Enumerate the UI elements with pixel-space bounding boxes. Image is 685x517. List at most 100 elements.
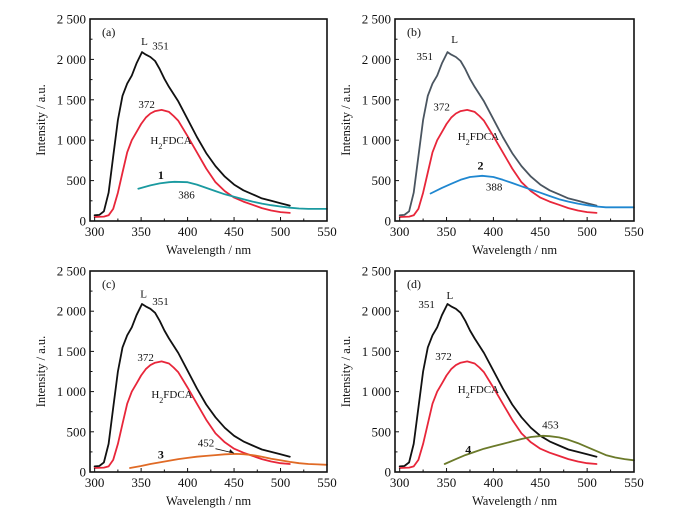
y-tick-label: 1 500 <box>57 344 86 359</box>
x-tick-label: 350 <box>437 475 457 490</box>
annotation-label: 452 <box>198 437 215 449</box>
annotation-label: 1 <box>158 168 164 182</box>
plot-frame <box>89 18 328 222</box>
x-tick-label: 300 <box>85 224 105 239</box>
x-tick-label: 500 <box>577 224 597 239</box>
series-line-2 <box>429 174 635 209</box>
x-tick-label: 500 <box>271 475 291 490</box>
y-tick-label: 500 <box>372 424 392 439</box>
x-tick-label: 300 <box>390 475 410 490</box>
x-tick-label: 550 <box>317 224 337 239</box>
series-line-l <box>398 303 598 468</box>
arrow-head-icon <box>229 449 235 454</box>
y-tick-label: 0 <box>80 465 87 480</box>
panel-c: 300 350 400 450 500 550 0 500 1 000 1 500 2 000 2 5… <box>34 264 337 509</box>
y-tick-label: 0 <box>385 465 392 480</box>
y-tick-label: 2 000 <box>57 52 86 67</box>
series-line-1 <box>137 180 328 210</box>
panel-label: (a) <box>102 25 115 39</box>
annotation-label: L <box>451 34 458 46</box>
annotation-label: 351 <box>417 51 434 63</box>
y-tick-label: 2 500 <box>57 264 86 279</box>
y-tick-label: 500 <box>67 424 87 439</box>
y-tick-label: 2 500 <box>362 264 391 279</box>
annotation-label: 3 <box>158 447 164 461</box>
series-line-h2fdca <box>398 360 598 469</box>
y-tick-label: 0 <box>385 214 392 229</box>
y-tick-label: 2 500 <box>362 12 391 27</box>
y-axis-title: Intensity / a.u. <box>34 336 48 408</box>
annotation-label: 351 <box>152 296 169 308</box>
x-tick-label: 300 <box>390 224 410 239</box>
annotation-label: 351 <box>152 41 169 53</box>
annotation-label: 388 <box>486 181 503 193</box>
series-line-h2fdca <box>93 109 291 218</box>
y-tick-label: 1 500 <box>57 92 86 107</box>
x-tick-label: 500 <box>271 224 291 239</box>
x-tick-label: 400 <box>484 224 504 239</box>
annotation-label: 4 <box>465 443 471 457</box>
x-tick-label: 500 <box>577 475 597 490</box>
series-line-l <box>93 51 291 217</box>
x-tick-label: 550 <box>317 475 337 490</box>
panel-d: 300 350 400 450 500 550 0 500 1 000 1 500 2 000 2 5… <box>339 264 644 509</box>
x-tick-label: 550 <box>624 475 644 490</box>
x-axis-title: Wavelength / nm <box>472 243 557 257</box>
panel-a: 300 350 400 450 500 550 0 500 1 000 1 500 2 000 2 5… <box>34 12 337 258</box>
annotation-label: L <box>141 36 148 48</box>
annotation-label: H2FDCA <box>150 135 191 151</box>
annotation-label: L <box>140 289 147 301</box>
annotation-label: H2FDCA <box>151 389 192 405</box>
y-tick-label: 1 000 <box>362 384 391 399</box>
x-tick-label: 350 <box>131 224 151 239</box>
annotation-label: 372 <box>138 99 155 111</box>
y-tick-label: 500 <box>67 173 87 188</box>
x-tick-label: 550 <box>624 224 644 239</box>
y-axis-title: Intensity / a.u. <box>34 84 48 156</box>
annotation-label: L <box>447 290 454 302</box>
annotation-label: 372 <box>435 351 452 363</box>
annotation-label: 386 <box>178 189 195 201</box>
series-line-l <box>93 303 291 468</box>
panel-b: 300 350 400 450 500 550 0 500 1 000 1 500 2 000 2 5… <box>339 12 644 258</box>
x-tick-label: 450 <box>531 224 551 239</box>
series-line-3 <box>129 452 328 469</box>
y-tick-label: 1 500 <box>362 344 391 359</box>
y-tick-label: 2 000 <box>362 304 391 319</box>
x-axis-title: Wavelength / nm <box>166 494 251 508</box>
annotation-label: H2FDCA <box>458 384 499 400</box>
y-tick-label: 1 000 <box>362 133 391 148</box>
y-tick-label: 0 <box>80 214 87 229</box>
panel-label: (c) <box>102 277 115 291</box>
x-tick-label: 350 <box>437 224 457 239</box>
x-tick-label: 300 <box>85 475 105 490</box>
annotation-label: 453 <box>542 420 559 432</box>
y-tick-label: 2 000 <box>362 52 391 67</box>
plot-frame <box>394 18 635 222</box>
x-axis-title: Wavelength / nm <box>472 494 557 508</box>
series-line-h2fdca <box>93 360 291 469</box>
annotation-label: 351 <box>418 299 435 311</box>
x-tick-label: 400 <box>178 224 198 239</box>
x-tick-label: 450 <box>224 475 244 490</box>
y-tick-label: 2 500 <box>57 12 86 27</box>
y-axis-title: Intensity / a.u. <box>339 336 353 408</box>
series-line-h2fdca <box>398 109 598 218</box>
y-tick-label: 2 000 <box>57 304 86 319</box>
x-tick-label: 400 <box>484 475 504 490</box>
y-tick-label: 1 500 <box>362 92 391 107</box>
series-line-4 <box>443 434 635 465</box>
x-tick-label: 400 <box>178 475 198 490</box>
y-tick-label: 1 000 <box>57 133 86 148</box>
y-tick-label: 500 <box>372 173 392 188</box>
x-axis-title: Wavelength / nm <box>166 243 251 257</box>
y-axis-title: Intensity / a.u. <box>339 84 353 156</box>
series-line-l <box>398 51 598 217</box>
x-tick-label: 450 <box>224 224 244 239</box>
y-tick-label: 1 000 <box>57 384 86 399</box>
panel-label: (d) <box>407 277 421 291</box>
annotation-label: H2FDCA <box>458 131 499 147</box>
annotation-label: 372 <box>433 101 450 113</box>
panel-label: (b) <box>407 25 421 39</box>
